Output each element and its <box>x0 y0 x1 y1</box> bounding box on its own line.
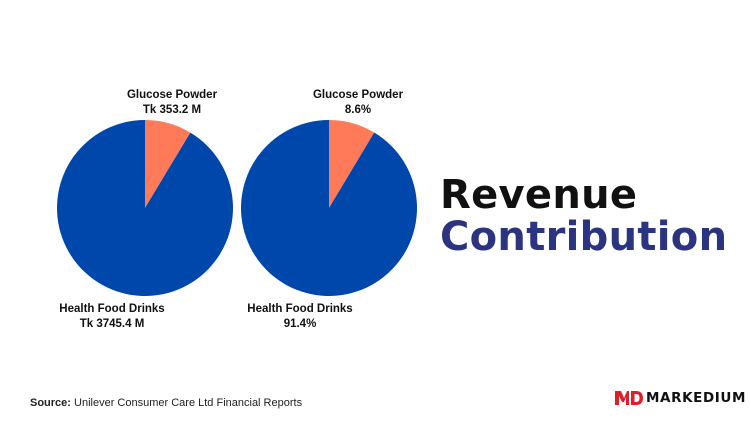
pie-1-label-health-food-drinks-value: Tk 3745.4 M <box>80 318 145 330</box>
pie-2-label-health-food-drinks-name: Health Food Drinks <box>247 303 352 315</box>
brand-logo: MARKEDIUM <box>614 388 746 408</box>
pie-2-slice-glucose-powder <box>329 120 375 208</box>
md-logo-icon <box>615 391 643 405</box>
source-text: Unilever Consumer Care Ltd Financial Rep… <box>74 397 303 409</box>
pie-2-label-glucose-powder-name: Glucose Powder <box>313 89 404 101</box>
pie-1-label-glucose-powder-value: Tk 353.2 M <box>143 104 201 116</box>
brand-name: MARKEDIUM <box>646 390 746 406</box>
pie-2-label-health-food-drinks-value: 91.4% <box>284 318 317 330</box>
source-note: Source: Unilever Consumer Care Ltd Finan… <box>30 397 302 409</box>
title-contribution: Contribution <box>440 214 728 260</box>
pie-1-slice-glucose-powder <box>145 120 191 208</box>
pie-1-slice-health-food-drinks <box>57 119 234 296</box>
pie-1-label-glucose-powder-name: Glucose Powder <box>127 89 218 101</box>
pie-2-slice-health-food-drinks <box>240 120 417 296</box>
title-revenue: Revenue <box>440 172 638 218</box>
pie-1-label-health-food-drinks-name: Health Food Drinks <box>59 303 164 315</box>
source-label: Source: <box>30 397 71 409</box>
pie-2-label-glucose-powder-value: 8.6% <box>345 104 371 116</box>
